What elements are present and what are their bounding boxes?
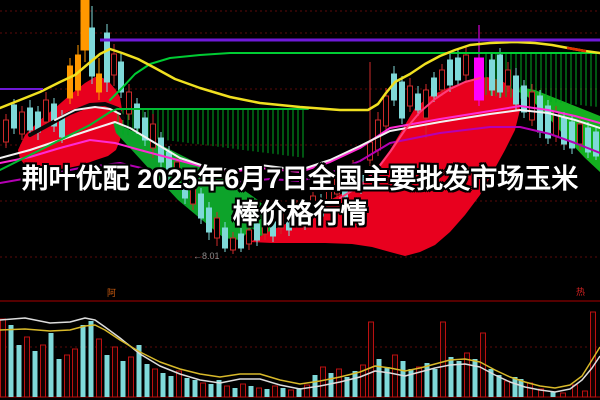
watermark-glyph-left: 阿 (107, 288, 117, 298)
low-price-marker: ←8.01 (193, 251, 220, 261)
headline-overlay: 荆叶优配 2025年6月7日全国主要批发市场玉米 棒价格行情 (0, 162, 600, 232)
headline-line-1: 荆叶优配 2025年6月7日全国主要批发市场玉米 (21, 164, 579, 194)
headline-line-2: 棒价格行情 (232, 199, 368, 229)
watermark-glyph-right: 热 (576, 287, 586, 297)
